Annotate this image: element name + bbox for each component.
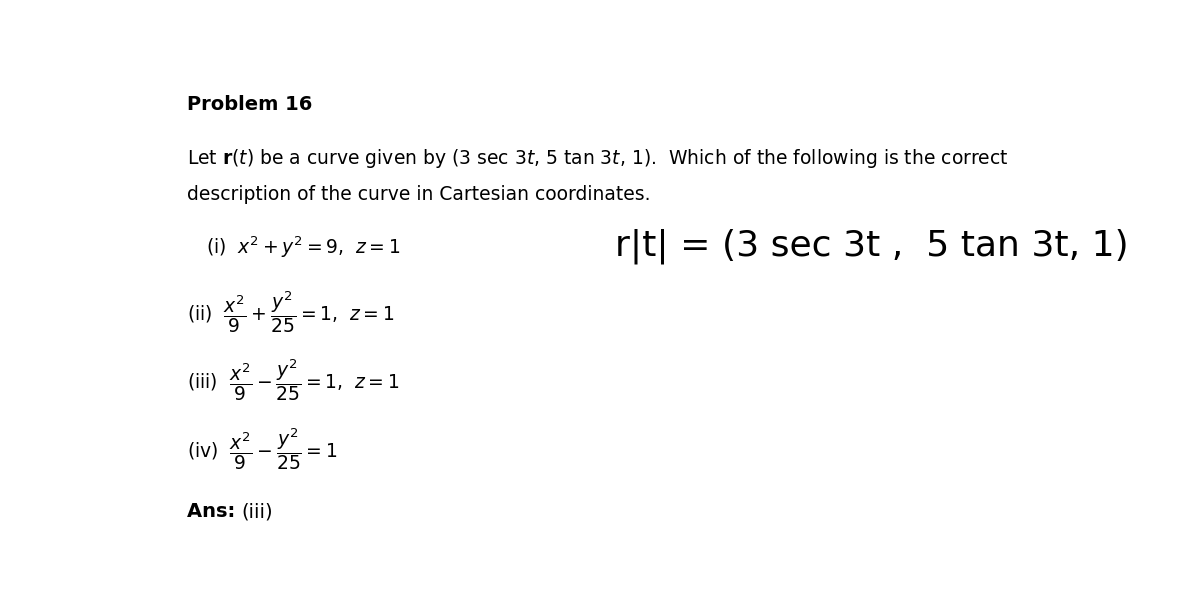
Text: (iii)  $\dfrac{x^2}{9} - \dfrac{y^2}{25} = 1$,  $z = 1$: (iii) $\dfrac{x^2}{9} - \dfrac{y^2}{25} … (187, 358, 400, 403)
Text: (iv)  $\dfrac{x^2}{9} - \dfrac{y^2}{25} = 1$: (iv) $\dfrac{x^2}{9} - \dfrac{y^2}{25} =… (187, 427, 337, 472)
Text: (iii): (iii) (241, 502, 272, 522)
Text: Ans:: Ans: (187, 502, 242, 522)
Text: Problem 16: Problem 16 (187, 95, 312, 114)
Text: (i)  $x^2 + y^2 = 9$,  $z = 1$: (i) $x^2 + y^2 = 9$, $z = 1$ (206, 235, 400, 260)
Text: r|t| = (3 sec 3t ,  5 tan 3t, 1): r|t| = (3 sec 3t , 5 tan 3t, 1) (616, 229, 1129, 264)
Text: (ii)  $\dfrac{x^2}{9} + \dfrac{y^2}{25} = 1$,  $z = 1$: (ii) $\dfrac{x^2}{9} + \dfrac{y^2}{25} =… (187, 289, 395, 335)
Text: Let $\mathbf{r}$$(t)$ be a curve given by (3 sec 3$t$, 5 tan 3$t$, 1).  Which of: Let $\mathbf{r}$$(t)$ be a curve given b… (187, 147, 1009, 170)
Text: description of the curve in Cartesian coordinates.: description of the curve in Cartesian co… (187, 185, 650, 204)
